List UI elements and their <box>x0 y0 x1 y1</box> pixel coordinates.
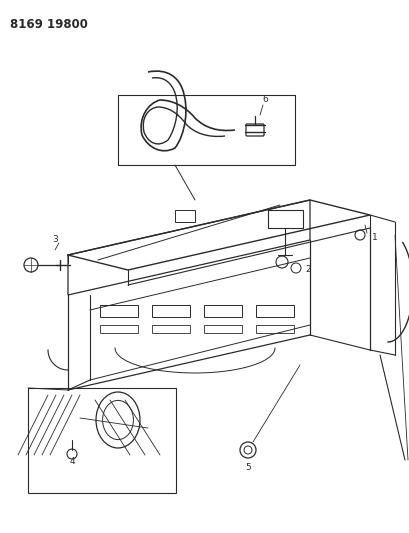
Text: 6: 6 <box>261 95 267 104</box>
Bar <box>204 325 241 333</box>
FancyBboxPatch shape <box>245 124 263 136</box>
Bar <box>255 305 293 317</box>
Bar <box>204 305 241 317</box>
Text: 8169 19800: 8169 19800 <box>10 18 88 31</box>
Bar <box>100 305 138 317</box>
Ellipse shape <box>96 392 139 448</box>
Bar <box>255 325 293 333</box>
Text: 2: 2 <box>304 265 310 274</box>
Text: 3: 3 <box>52 236 58 245</box>
Text: 4: 4 <box>69 457 74 466</box>
Bar <box>28 388 175 493</box>
Text: 5: 5 <box>245 464 250 472</box>
Bar <box>267 210 302 228</box>
Bar <box>152 305 189 317</box>
Bar <box>175 210 195 222</box>
Ellipse shape <box>102 400 133 440</box>
Text: 1: 1 <box>371 233 377 243</box>
Bar <box>152 325 189 333</box>
Bar <box>100 325 138 333</box>
